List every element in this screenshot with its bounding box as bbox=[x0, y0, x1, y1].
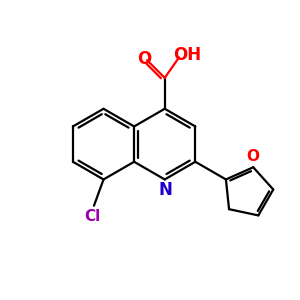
Text: N: N bbox=[158, 181, 172, 199]
Text: OH: OH bbox=[173, 46, 201, 64]
Text: O: O bbox=[137, 50, 151, 68]
Text: Cl: Cl bbox=[84, 209, 101, 224]
Text: O: O bbox=[247, 149, 260, 164]
